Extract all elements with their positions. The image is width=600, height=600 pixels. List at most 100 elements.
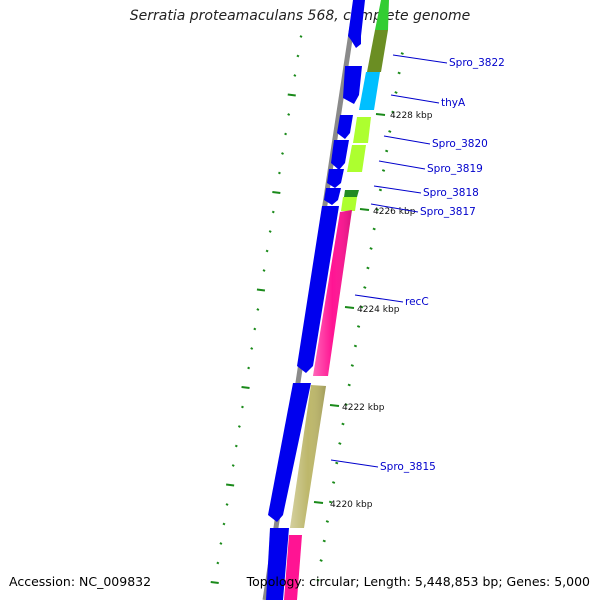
minor-tick <box>322 539 326 543</box>
minor-tick <box>299 35 303 38</box>
leader-line <box>378 160 426 170</box>
minor-tick <box>250 347 254 350</box>
minor-tick <box>378 188 383 192</box>
minor-tick <box>296 54 300 58</box>
cds-arrow <box>266 528 289 600</box>
gene-label-spro-3815[interactable]: Spro_3815 <box>380 461 436 473</box>
gene-label-leaders <box>330 54 448 468</box>
minor-tick <box>253 327 257 331</box>
minor-tick <box>281 152 284 155</box>
minor-tick <box>366 266 370 270</box>
kbp-tick <box>344 306 355 309</box>
minor-tick <box>241 405 244 409</box>
cds-arrow <box>348 0 365 48</box>
gene-blocks <box>284 0 389 600</box>
minor-tick <box>287 93 296 97</box>
minor-tick <box>316 578 320 582</box>
gene-label-spro-3822[interactable]: Spro_3822 <box>449 57 505 69</box>
minor-tick <box>363 286 367 289</box>
kbp-tick <box>313 501 324 504</box>
minor-tick <box>331 481 336 484</box>
gene-block-thya <box>359 72 380 110</box>
leader-line <box>330 459 379 468</box>
kbp-label: 4220 kbp <box>330 500 373 510</box>
gene-block-spro-3817 <box>341 197 357 211</box>
minor-tick <box>247 366 251 370</box>
minor-tick <box>350 364 354 367</box>
gene-shade <box>290 385 326 528</box>
cds-strand <box>266 0 365 600</box>
kbp-label: 4226 kbp <box>373 207 416 217</box>
minor-tick <box>262 269 266 272</box>
leader-line <box>383 135 431 145</box>
minor-tick <box>272 191 281 194</box>
minor-tick <box>225 503 229 506</box>
minor-tick <box>391 110 395 114</box>
minor-tick <box>219 542 223 545</box>
cds-arrow <box>324 188 341 205</box>
minor-tick <box>400 52 404 55</box>
minor-tick <box>360 305 364 309</box>
minor-tick <box>287 113 291 116</box>
leader-line <box>390 94 440 104</box>
cds-arrow <box>327 169 344 188</box>
gene-block-spro-3820 <box>353 117 371 143</box>
minor-tick <box>241 386 250 389</box>
minor-tick <box>293 74 297 77</box>
gene-block-spro-3819 <box>347 145 366 172</box>
gene-block-bottom <box>284 535 302 600</box>
minor-tick <box>222 522 226 526</box>
minor-tick <box>385 149 389 153</box>
gene-block-spro-3818 <box>344 190 359 197</box>
cds-arrow <box>268 383 311 522</box>
leader-line <box>370 203 419 213</box>
kbp-label: 4228 kbp <box>390 111 433 121</box>
kbp-ticks <box>313 113 386 504</box>
gene-label-spro-3820[interactable]: Spro_3820 <box>432 138 488 150</box>
gene-label-spro-3819[interactable]: Spro_3819 <box>427 163 483 175</box>
kbp-label: 4222 kbp <box>342 403 385 413</box>
minor-tick <box>347 383 351 387</box>
leader-line <box>373 185 422 194</box>
minor-tick <box>325 520 329 523</box>
cds-arrow <box>343 66 362 104</box>
minor-tick <box>268 230 272 233</box>
minor-tick <box>397 71 401 75</box>
minor-tick <box>256 308 260 311</box>
minor-tick <box>375 208 379 211</box>
minor-tick <box>328 500 333 504</box>
minor-tick <box>338 442 342 445</box>
leader-line <box>354 294 404 303</box>
kbp-tick <box>375 113 386 116</box>
minor-tick <box>381 169 386 172</box>
minor-tick <box>319 559 323 562</box>
cds-arrow <box>297 206 339 373</box>
minor-tick-ring <box>210 35 303 584</box>
gene-label-recc[interactable]: recC <box>405 296 429 308</box>
gene-block-spro-3822 <box>367 30 388 72</box>
minor-tick <box>210 581 219 584</box>
minor-tick <box>372 227 376 231</box>
kbp-label: 4224 kbp <box>357 305 400 315</box>
cds-arrow <box>331 140 349 170</box>
minor-tick <box>237 425 241 428</box>
minor-tick <box>284 132 288 136</box>
minor-tick <box>353 344 358 348</box>
minor-tick <box>234 444 238 448</box>
cds-arrow <box>337 115 353 139</box>
minor-tick <box>271 210 275 214</box>
major-tick-ring <box>316 52 404 582</box>
kbp-tick <box>329 404 340 407</box>
minor-tick <box>226 483 235 487</box>
topology-label: Topology: circular; Length: 5,448,853 bp… <box>246 574 590 589</box>
kbp-tick <box>359 208 370 211</box>
minor-tick <box>388 130 392 133</box>
minor-tick <box>231 464 235 467</box>
minor-tick <box>369 247 373 250</box>
minor-tick <box>216 561 220 565</box>
minor-tick <box>341 422 345 426</box>
gene-label-spro-3817[interactable]: Spro_3817 <box>420 206 476 218</box>
gene-label-spro-3818[interactable]: Spro_3818 <box>423 187 479 199</box>
gene-label-thya[interactable]: thyA <box>441 97 466 109</box>
